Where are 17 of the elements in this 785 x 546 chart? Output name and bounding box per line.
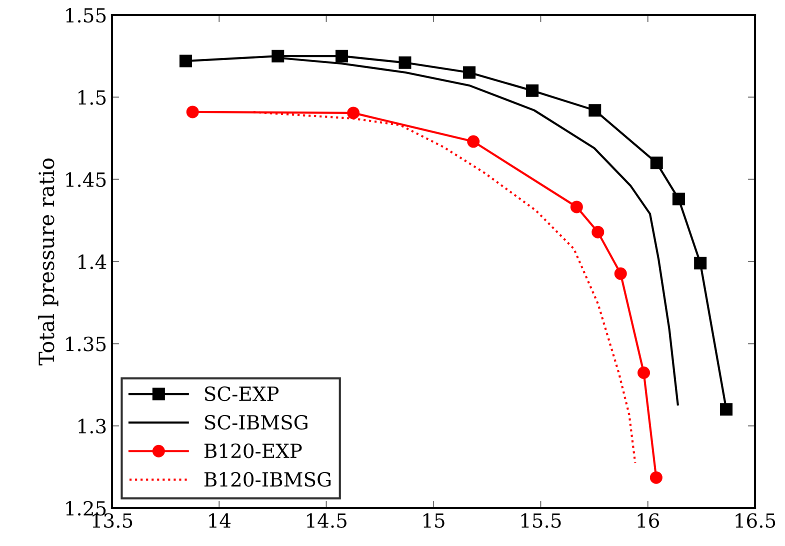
y-tick-label: 1.45 [66,172,106,187]
legend-label: B120-EXP [204,443,302,458]
legend-label: SC-EXP [205,386,279,402]
legend-label: SC-IBMSG [205,414,308,430]
y-axis-title: Total pressure ratio [38,158,58,366]
legend-label: B120-IBMSG [204,472,331,487]
x-tick-label: 16 [638,513,659,528]
x-tick-label: 14.5 [307,513,346,528]
y-tick-label: 1.55 [66,8,106,23]
x-tick-label: 15 [424,513,444,528]
y-tick-label: 1.4 [78,254,106,270]
y-tick-label: 1.35 [66,336,106,352]
x-tick-label: 14 [209,513,231,528]
x-tick-label: 15.5 [521,513,561,528]
y-tick-label: 1.3 [78,418,106,434]
y-tick-label: 1.5 [78,90,106,105]
x-tick-label: 16.5 [736,513,776,528]
